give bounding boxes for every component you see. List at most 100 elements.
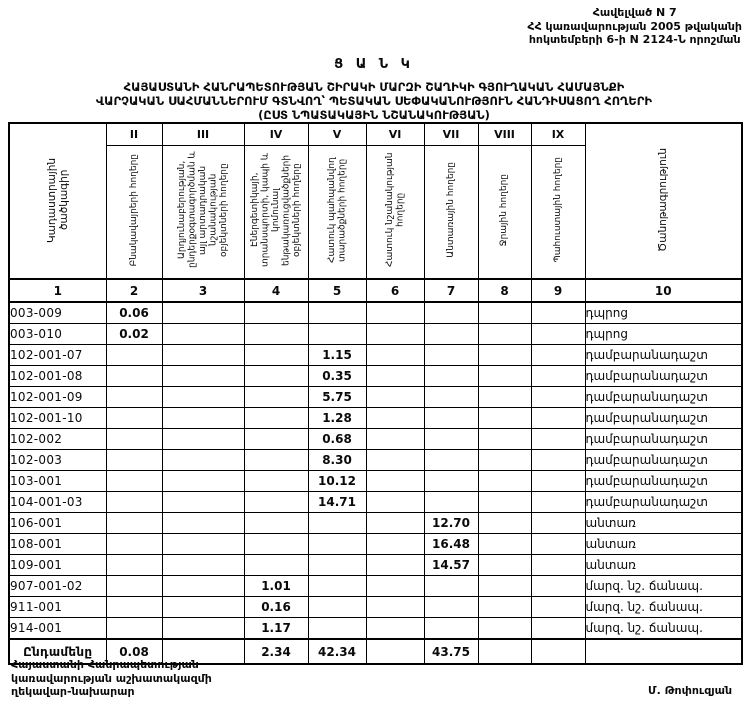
cell-c7 [423,575,479,597]
cell-c5: 0.68 [307,428,367,450]
cell-code: 106-001 [8,512,107,534]
column-label-cell: Հատուկ նշանակության հողերը [365,145,425,280]
table-row: 907-001-02 1.01 մարզ. նշ. ճանապ. [8,575,743,597]
cell-c8 [477,575,532,597]
table-body: 003-009 0.06 դպրոց 003-010 0.02 դպրոց 102-001-… [8,301,743,665]
cell-c2 [105,554,163,576]
cell-code: 907-001-02 [8,575,107,597]
cell-note: դամբարանադաշտ [584,407,743,429]
cell-c7 [423,407,479,429]
title-block: Ց Ա Ն Կ ՀԱՅԱՍՏԱՆԻ ՀԱՆՐԱՊԵՏՈՒԹՅԱՆ ՇԻՐԱԿԻ … [0,57,748,122]
table-row: 104-001-03 14.71 դամբարանադաշտ [8,491,743,513]
total-cell-c7: 43.75 [423,638,479,665]
column-number: 10 [584,278,743,303]
cell-note: անտառ [584,554,743,576]
cell-c3 [161,301,245,324]
roman-numeral-row: Կադաստրային ծածկագիր II III IV V VI VII VIII IX… [8,122,743,280]
cell-c7 [423,301,479,324]
cell-c8 [477,533,532,555]
cell-code: 102-001-07 [8,344,107,366]
cell-c9 [530,554,586,576]
roman-numeral-V: V [307,122,367,146]
cell-c9 [530,596,586,618]
cell-c8 [477,470,532,492]
cell-c4 [243,365,309,387]
cell-code: 003-010 [8,323,107,345]
cell-c9 [530,617,586,640]
cell-note: անտառ [584,512,743,534]
column-label: Հատուկ նշանակության հողերը [384,152,406,268]
column-label-cell: Պահուստային հողերը [530,145,586,280]
cell-c5: 0.35 [307,365,367,387]
cell-c3 [161,323,245,345]
cell-c4: 0.16 [243,596,309,618]
cell-c5 [307,533,367,555]
total-cell-c4: 2.34 [243,638,309,665]
cell-c7: 16.48 [423,533,479,555]
cell-code: 102-001-08 [8,365,107,387]
column-label: Բնակավայրերի հողերը [128,153,139,267]
cell-c6 [365,323,425,345]
cell-c9 [530,512,586,534]
cell-c2 [105,470,163,492]
cell-c6 [365,386,425,408]
cell-c6 [365,365,425,387]
cell-c6 [365,449,425,471]
cell-note: դամբարանադաշտ [584,491,743,513]
cell-c8 [477,617,532,640]
cell-note: դամբարանադաշտ [584,428,743,450]
cell-c3 [161,575,245,597]
cell-c7: 14.57 [423,554,479,576]
cell-note: դամբարանադաշտ [584,470,743,492]
cell-c4 [243,323,309,345]
cell-c7 [423,323,479,345]
cell-c6 [365,533,425,555]
cell-c8 [477,365,532,387]
table-row: 102-001-10 1.28 դամբարանադաշտ [8,407,743,429]
title-subtitle-line: ՎԱՐՉԱԿԱՆ ՍԱՀՄԱՆՆԵՐՈՒՄ ԳՏՆՎՈՂ՝ ՊԵՏԱԿԱՆ ՍԵ… [95,94,653,108]
cell-c6 [365,407,425,429]
cell-note: մարզ. նշ. ճանապ. [584,575,743,597]
cell-note: մարզ. նշ. ճանապ. [584,617,743,640]
cell-c5: 1.28 [307,407,367,429]
cell-code: 102-001-09 [8,386,107,408]
cell-c3 [161,386,245,408]
cell-c5: 14.71 [307,491,367,513]
cell-c4 [243,301,309,324]
cell-c7 [423,596,479,618]
cell-c7 [423,470,479,492]
roman-numeral-VIII: VIII [477,122,532,146]
table-row: 103-001 10.12 դամբարանադաշտ [8,470,743,492]
cell-code: 914-001 [8,617,107,640]
cell-note: դպրոց [584,301,743,324]
cell-c8 [477,491,532,513]
cell-c9 [530,365,586,387]
cell-c4 [243,449,309,471]
cell-c4 [243,512,309,534]
cell-c9 [530,301,586,324]
cell-c2 [105,533,163,555]
table-row: 914-001 1.17 մարզ. նշ. ճանապ. [8,617,743,640]
cell-c6 [365,617,425,640]
cell-c4 [243,428,309,450]
cell-c2 [105,575,163,597]
cell-c8 [477,596,532,618]
column-number: 1 [8,278,107,303]
cell-c2 [105,428,163,450]
column-label: Անտառային հողերը [445,162,456,258]
cell-c4: 1.17 [243,617,309,640]
cell-c3 [161,344,245,366]
column-number: 6 [365,278,425,303]
cell-c9 [530,323,586,345]
cell-c4 [243,554,309,576]
cell-c9 [530,386,586,408]
cell-c8 [477,554,532,576]
cell-c5: 5.75 [307,386,367,408]
table-row: 102-001-09 5.75 դամբարանադաշտ [8,386,743,408]
column-number: 4 [243,278,309,303]
column-number-row: 1 2 3 4 5 6 7 8 9 10 [8,278,743,303]
cell-c2: 0.06 [105,301,163,324]
cell-c6 [365,554,425,576]
cell-c9 [530,428,586,450]
